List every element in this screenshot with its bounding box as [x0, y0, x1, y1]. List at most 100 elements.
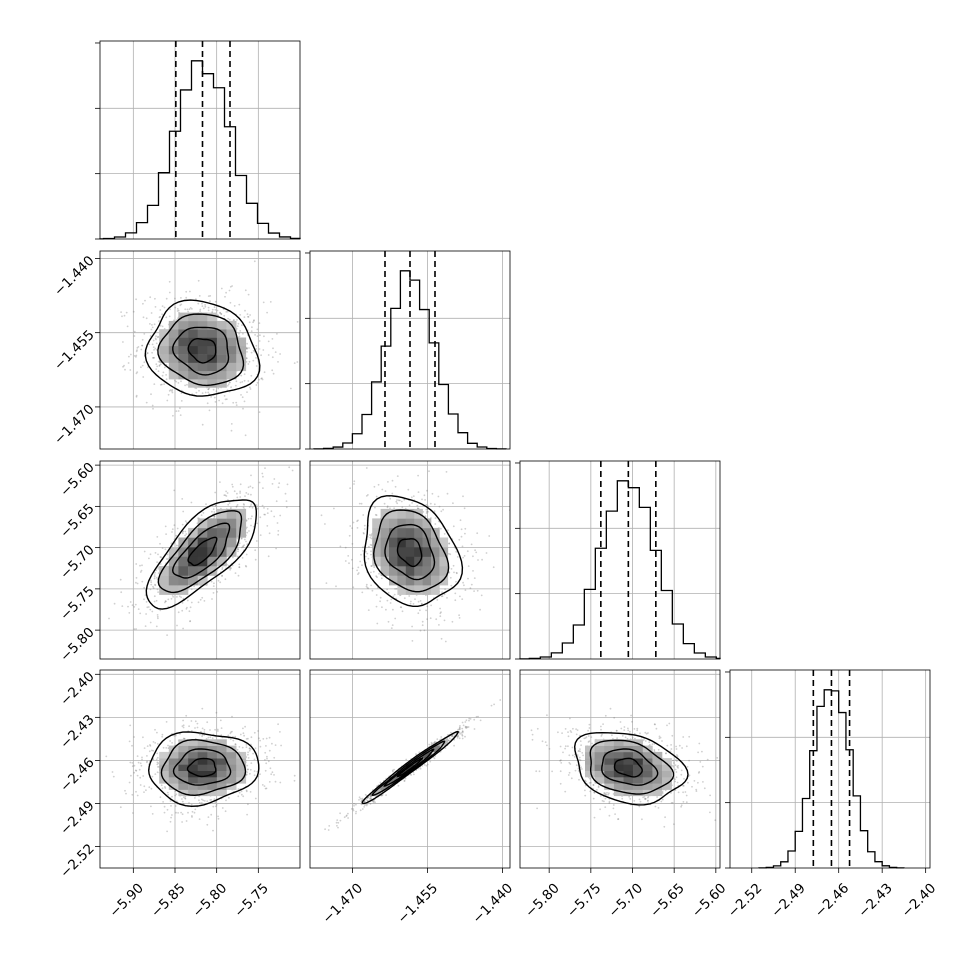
scatter-point: [197, 302, 200, 305]
scatter-point: [361, 808, 364, 810]
density-cell: [226, 337, 237, 347]
scatter-point: [157, 762, 160, 765]
scatter-point: [201, 302, 203, 305]
scatter-point: [440, 611, 442, 614]
scatter-point: [275, 547, 277, 550]
density-cell: [178, 547, 189, 557]
scatter-point: [226, 492, 229, 494]
scatter-point: [235, 505, 238, 508]
scatter-point: [146, 352, 149, 355]
scatter-point: [365, 583, 368, 586]
scatter-point: [176, 308, 179, 310]
scatter-point: [152, 357, 155, 359]
scatter-point: [363, 528, 366, 530]
scatter-point: [165, 374, 168, 376]
scatter-point: [151, 813, 154, 815]
scatter-point: [499, 699, 502, 701]
density-cell: [422, 518, 432, 529]
scatter-point: [324, 828, 326, 831]
scatter-point: [182, 627, 185, 630]
scatter-point: [604, 806, 607, 808]
scatter-point: [248, 530, 250, 532]
density-cell: [226, 362, 237, 372]
scatter-point: [133, 330, 136, 333]
scatter-point: [268, 781, 271, 783]
scatter-point: [426, 605, 429, 608]
scatter-point: [173, 524, 176, 527]
scatter-point: [128, 740, 131, 743]
density-cell: [197, 379, 208, 388]
scatter-point: [401, 610, 404, 613]
density-cell: [159, 758, 170, 765]
contour-line-3: [144, 299, 261, 397]
scatter-point: [279, 514, 282, 517]
scatter-point: [410, 496, 413, 499]
scatter-point: [174, 306, 177, 309]
scatter-point: [233, 490, 236, 493]
density-cell: [380, 527, 390, 538]
scatter-point: [251, 506, 254, 509]
scatter-point: [247, 737, 249, 740]
scatter-point: [159, 383, 162, 386]
contour-line-1: [171, 522, 231, 579]
scatter-point: [256, 335, 259, 337]
density-cell: [414, 547, 423, 557]
scatter-point: [255, 458, 257, 460]
scatter-point: [261, 504, 264, 507]
scatter-point: [227, 383, 230, 386]
scatter-point: [451, 735, 454, 738]
scatter-point: [417, 600, 420, 603]
scatter-point: [477, 559, 479, 561]
scatter-point: [476, 532, 479, 535]
density-cell: [188, 329, 198, 338]
density-cell: [207, 777, 218, 784]
scatter-point: [408, 595, 411, 597]
scatter-point: [284, 492, 287, 495]
scatter-point: [152, 407, 154, 410]
scatter-panel-3-2: [519, 669, 721, 869]
density-cell: [389, 575, 398, 586]
scatter-point: [359, 797, 362, 800]
scatter-point: [353, 802, 355, 805]
scatter-point: [237, 788, 240, 790]
scatter-point: [242, 503, 245, 505]
density-cell: [216, 789, 227, 797]
scatter-point: [463, 584, 465, 587]
scatter-point: [473, 590, 475, 592]
scatter-point: [327, 829, 330, 831]
scatter-point: [127, 362, 130, 364]
scatter-point: [443, 593, 446, 596]
scatter-point: [248, 347, 250, 349]
scatter-point: [149, 745, 152, 747]
scatter-point: [328, 825, 331, 827]
scatter-point: [186, 383, 188, 386]
scatter-point: [246, 531, 249, 534]
scatter-point: [255, 357, 257, 359]
scatter-point: [166, 830, 169, 833]
scatter-point: [244, 309, 246, 312]
scatter-point: [249, 791, 252, 793]
scatter-point: [242, 732, 245, 735]
scatter-point: [347, 555, 350, 557]
scatter-point: [182, 724, 185, 727]
scatter-point: [141, 364, 144, 367]
scatter-point: [254, 334, 256, 336]
scatter-point: [474, 549, 476, 552]
scatter-point: [461, 721, 464, 724]
scatter-point: [279, 731, 281, 733]
density-cell: [207, 745, 218, 753]
scatter-point: [567, 745, 569, 748]
scatter-point: [464, 725, 467, 728]
scatter-point: [207, 388, 210, 391]
scatter-point: [345, 815, 348, 817]
scatter-point: [169, 308, 172, 311]
scatter-point: [260, 377, 263, 380]
scatter-point: [286, 483, 289, 486]
scatter-point: [335, 821, 338, 824]
scatter-point: [244, 289, 247, 292]
scatter-point: [155, 338, 157, 341]
scatter-point: [248, 506, 251, 508]
scatter-point: [256, 507, 259, 510]
density-cell: [216, 354, 227, 363]
scatter-point: [426, 489, 428, 492]
